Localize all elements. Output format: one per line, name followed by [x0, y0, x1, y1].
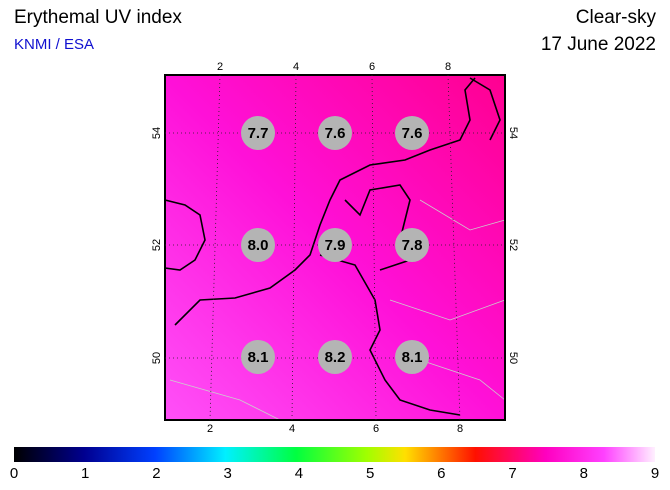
- uv-marker: [395, 116, 429, 150]
- coast-main: [174, 77, 476, 326]
- date: 17 June 2022: [541, 34, 656, 55]
- coast-dk: [469, 77, 501, 141]
- graticule-lon: [447, 74, 461, 421]
- lon-label-bottom: 8: [457, 423, 463, 435]
- uv-value: 7.6: [325, 125, 346, 142]
- uv-marker: [241, 116, 275, 150]
- colorbar-label: 4: [295, 465, 303, 482]
- uv-marker: [318, 340, 352, 374]
- colorbar-label: 5: [366, 465, 374, 482]
- uv-value: 8.1: [402, 349, 423, 366]
- uv-value: 8.0: [248, 237, 269, 254]
- source: KNMI / ESA: [14, 36, 94, 53]
- border-be-nl: [319, 254, 461, 416]
- uv-marker: [241, 228, 275, 262]
- uv-marker: [318, 116, 352, 150]
- colorbar-label: 8: [580, 465, 588, 482]
- lon-label-bottom: 2: [207, 423, 213, 435]
- uv-value: 8.1: [248, 349, 269, 366]
- colorbar-label: 9: [651, 465, 659, 482]
- border-lines: [169, 199, 506, 421]
- lat-label-right: 50: [507, 352, 519, 364]
- colorbar-label: 3: [223, 465, 231, 482]
- coastlines: [164, 77, 501, 416]
- uv-marker: [318, 228, 352, 262]
- graticule-lon: [371, 74, 377, 421]
- borders: [169, 199, 506, 421]
- map-frame: [164, 74, 506, 421]
- title: Erythemal UV index: [14, 7, 182, 28]
- uv-value: 7.9: [325, 237, 346, 254]
- lat-label-right: 54: [507, 127, 519, 139]
- uv-marker: [395, 340, 429, 374]
- lon-label-bottom: 6: [373, 423, 379, 435]
- graticule-lon: [209, 74, 221, 421]
- colorbar-label: 7: [508, 465, 516, 482]
- colorbar: [14, 447, 655, 462]
- colorbar-label: 2: [152, 465, 160, 482]
- colorbar-label: 0: [10, 465, 18, 482]
- lon-label-bottom: 4: [289, 423, 295, 435]
- lat-label-left: 50: [151, 352, 163, 364]
- lon-label-top: 8: [445, 61, 451, 73]
- uv-value: 7.6: [402, 125, 423, 142]
- uv-marker: [395, 228, 429, 262]
- graticule-lon: [291, 74, 297, 421]
- colorbar-label: 6: [437, 465, 445, 482]
- lon-label-top: 4: [293, 61, 299, 73]
- lon-label-top: 6: [369, 61, 375, 73]
- sky-label: Clear-sky: [576, 7, 657, 28]
- uv-value: 7.8: [402, 237, 423, 254]
- lat-label-right: 52: [507, 239, 519, 251]
- uv-value: 7.7: [248, 125, 269, 142]
- lat-label-left: 52: [151, 239, 163, 251]
- colorbar-label: 1: [81, 465, 89, 482]
- uv-value: 8.2: [325, 349, 346, 366]
- uv-marker: [241, 340, 275, 374]
- coast-uk: [164, 199, 206, 271]
- lon-label-top: 2: [217, 61, 223, 73]
- lat-label-left: 54: [151, 127, 163, 139]
